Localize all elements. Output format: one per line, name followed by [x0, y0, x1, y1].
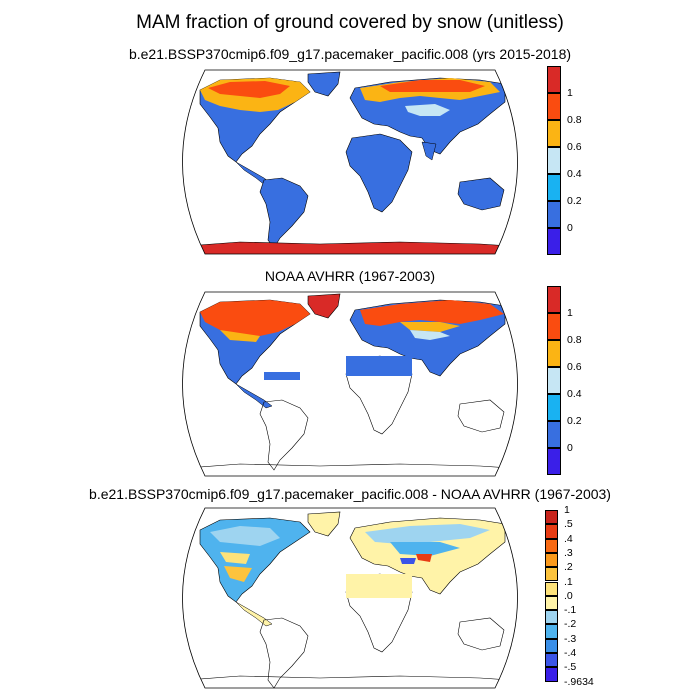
colorbar-box: [545, 595, 558, 611]
colorbar-box: [547, 313, 561, 340]
colorbar-tick-label: .4: [564, 532, 573, 545]
panel2-subtitle: NOAA AVHRR (1967-2003): [264, 268, 436, 284]
colorbar-box: [547, 228, 561, 255]
colorbar-box: [547, 66, 561, 93]
colorbar-box: [547, 286, 561, 313]
colorbar-tick-label: 0: [567, 442, 573, 454]
colorbar-tick-label: 1: [567, 87, 573, 99]
colorbar-tick-label: .3: [564, 546, 573, 559]
figure-title: MAM fraction of ground covered by snow (…: [136, 12, 564, 33]
africa: [345, 133, 413, 213]
colorbar-tick-label: -.5: [564, 661, 577, 674]
colorbar-box: [545, 552, 558, 568]
colorbar-tick-label: -.4: [564, 647, 577, 659]
colorbar-box: [545, 581, 558, 596]
colorbar-box: [547, 201, 561, 228]
colorbar-tick-label: -.9634: [564, 675, 594, 688]
colorbar-box: [545, 653, 558, 668]
colorbar-tick-label: 0.8: [567, 114, 582, 126]
panel1-subtitle: b.e21.BSSP370cmip6.f09_g17.pacemaker_pac…: [128, 46, 572, 62]
colorbar-tick-label: 0.2: [567, 415, 582, 427]
colorbar-tick-label: .5: [564, 518, 573, 531]
colorbar-box: [545, 667, 558, 682]
colorbar-tick-label: 0.6: [567, 141, 582, 153]
colorbar-tick-label: .0: [564, 589, 573, 602]
colorbar-box: [547, 367, 561, 394]
colorbar-box: [545, 567, 558, 582]
antarctica: [182, 241, 518, 254]
colorbar-box: [545, 510, 558, 525]
colorbar-box: [547, 147, 561, 174]
panel2-colorbar: 0 0.2 0.4 0.6 0.8 1: [547, 286, 605, 475]
colorbar-box: [547, 394, 561, 421]
panel2-map: [182, 291, 518, 477]
greenland: [307, 71, 341, 97]
colorbar-box: [547, 448, 561, 475]
colorbar-box: [545, 610, 558, 625]
panel1-map: [182, 69, 518, 255]
colorbar-box: [545, 524, 558, 539]
panel1-colorbar: 0 0.2 0.4 0.6 0.8 1: [547, 66, 605, 255]
colorbar-box: [545, 638, 558, 653]
panel3-colorbar: -.9634 -.5 -.4 -.3 -.2 -.1 .0.1.2 .3.4.5 1: [545, 504, 602, 688]
colorbar-box: [547, 174, 561, 201]
colorbar-box: [545, 538, 558, 553]
colorbar-tick-label: -.3: [564, 632, 577, 645]
panel3-map: [182, 507, 518, 689]
colorbar-tick-label: -.2: [564, 618, 577, 631]
colorbar-box: [547, 421, 561, 448]
colorbar-tick-label: 0.4: [567, 388, 582, 400]
colorbar-box: [547, 120, 561, 147]
colorbar-tick-label: 1: [564, 504, 570, 516]
colorbar-tick-label: -.1: [564, 604, 577, 617]
colorbar-tick-label: 0.8: [567, 334, 582, 346]
colorbar-tick-label: 1: [567, 307, 573, 319]
colorbar-tick-label: .2: [564, 561, 573, 574]
colorbar-box: [547, 340, 561, 367]
colorbar-box: [547, 93, 561, 120]
colorbar-box: [545, 624, 558, 639]
australia: [457, 177, 505, 211]
colorbar-tick-label: 0: [567, 222, 573, 234]
colorbar-tick-label: 0.4: [567, 168, 582, 180]
colorbar-tick-label: 0.2: [567, 195, 582, 207]
colorbar-tick-label: .1: [564, 575, 573, 588]
panel3-subtitle: b.e21.BSSP370cmip6.f09_g17.pacemaker_pac…: [89, 486, 611, 502]
colorbar-tick-label: 0.6: [567, 361, 582, 373]
south-america: [259, 177, 309, 249]
